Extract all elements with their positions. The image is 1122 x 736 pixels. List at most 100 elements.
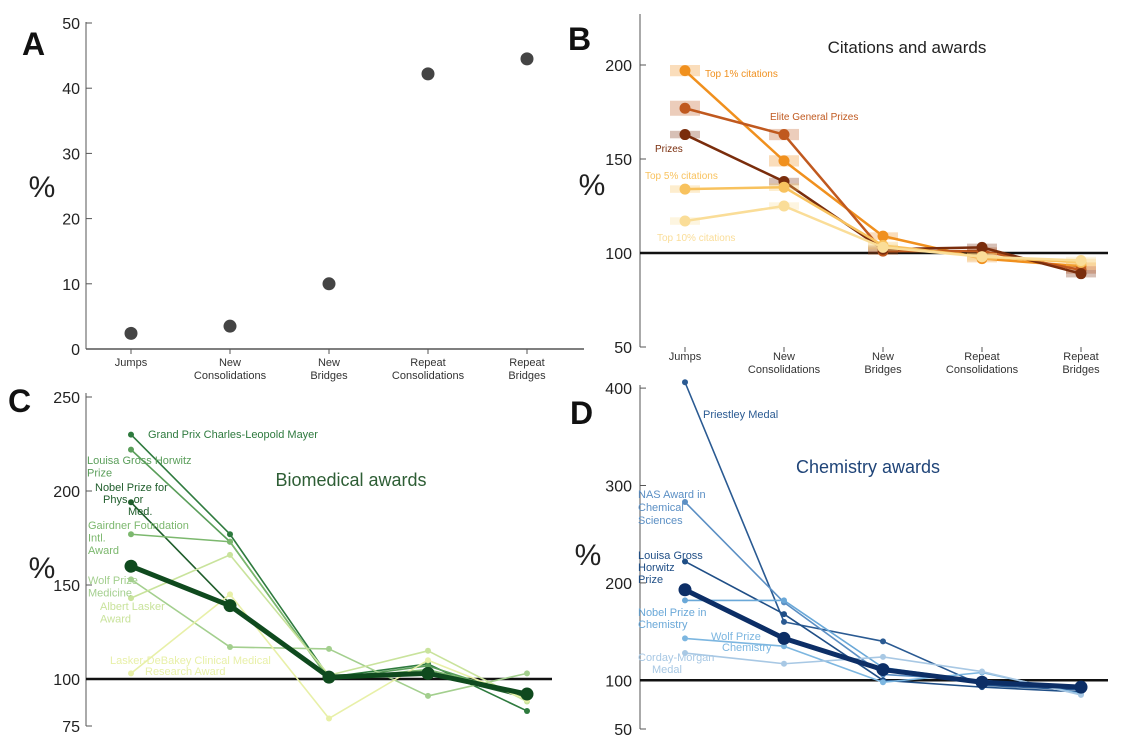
point-prizes-4 (1075, 268, 1087, 280)
y-tick-label-20: 20 (62, 212, 80, 229)
y-axis-label: % (579, 169, 606, 202)
series-label-nobel-prize-for-phys-or-med: Nobel Prize for Phys. or Med. (95, 482, 168, 518)
point-wolf-prize-chemistry-2 (880, 679, 886, 686)
x-tick-label-line: Repeat (1063, 351, 1098, 363)
point-jumps (124, 326, 138, 340)
panel-letter-d: D (570, 395, 593, 431)
y-tick-label-200: 200 (53, 484, 80, 501)
panel-letter-b: B (568, 21, 591, 57)
point-albert-lasker-award-0 (128, 595, 134, 602)
point-average-1 (777, 631, 791, 645)
point-wolf-prize-medicine-4 (524, 670, 530, 677)
label-line: Grand Prix Charles-Leopold Mayer (148, 429, 318, 441)
x-tick-label-line: New (219, 357, 241, 369)
point-grand-prix-charles-leopold-mayer-4 (524, 707, 530, 714)
point-average-2 (876, 663, 890, 677)
chart-title: Chemistry awards (796, 457, 940, 477)
x-tick-label-line: Bridges (1062, 364, 1100, 376)
point-top-10-citations-3 (976, 251, 988, 263)
label-line: Med. (128, 506, 152, 518)
x-tick-label-repeat-bridges: Repeat Bridges (1062, 351, 1100, 376)
series-label-top-10-citations: Top 10% citations (657, 233, 735, 244)
point-average-0 (124, 559, 138, 573)
x-tick-label-line: Consolidations (392, 370, 465, 382)
label-line: Chemistry (722, 642, 772, 654)
y-tick-label-100: 100 (605, 246, 632, 263)
point-wolf-prize-medicine-2 (326, 645, 332, 652)
point-top-5-citations-1 (778, 181, 790, 193)
x-tick-label-line: New (318, 357, 340, 369)
label-line: Medal (652, 664, 682, 676)
y-tick-label-150: 150 (605, 152, 632, 169)
panel-letter-c: C (8, 383, 31, 419)
point-top-10-citations-0 (679, 215, 691, 227)
point-nobel-prize-in-chemistry-1 (781, 597, 787, 604)
panel-letter-a: A (22, 26, 45, 62)
point-top-10-citations-2 (877, 241, 889, 253)
x-tick-label-repeat-bridges: Repeat Bridges (508, 357, 546, 382)
y-tick-label-150: 150 (53, 578, 80, 595)
label-line: Top 10% citations (657, 233, 735, 244)
series-label-top-1-citations: Top 1% citations (705, 69, 778, 80)
y-tick-label-75: 75 (62, 719, 80, 736)
label-line: Nobel Prize for (95, 482, 168, 494)
series-label-grand-prix-charles-leopold-mayer: Grand Prix Charles-Leopold Mayer (148, 429, 318, 441)
series-label-louisa-gross-horwitz-prize: Louisa Gross Horwitz Prize (638, 550, 703, 586)
x-tick-label-line: New (872, 351, 894, 363)
y-tick-label-30: 30 (62, 146, 80, 163)
label-line: Top 1% citations (705, 69, 778, 80)
series-label-top-5-citations: Top 5% citations (645, 171, 718, 182)
point-top-5-citations-0 (679, 183, 691, 195)
label-line: Award (88, 545, 119, 557)
series-label-lasker-debakey-clinical-medical-research-award: Lasker-DeBakey Clinical Medical Research … (110, 655, 271, 678)
y-tick-label-40: 40 (62, 81, 80, 98)
x-tick-label-line: Bridges (508, 370, 546, 382)
point-corday-morgan-medal-1 (781, 660, 787, 667)
x-tick-label-line: New (773, 351, 795, 363)
chart-title: Citations and awards (828, 38, 987, 57)
label-line: Sciences (638, 515, 683, 527)
panel-b: 50 100 150 200 B% Citations and awards Jumps Ne… (568, 14, 1108, 376)
point-lasker-debakey-clinical-medical-research-award-1 (227, 591, 233, 598)
point-wolf-prize-medicine-3 (425, 692, 431, 699)
label-line: Nobel Prize in (638, 607, 706, 619)
label-line: Prize (638, 574, 663, 586)
y-tick-label-0: 0 (71, 342, 80, 359)
point-top-1-citations-2 (877, 230, 889, 242)
label-line: Wolf Prize (711, 631, 761, 643)
panel-d: 50 100 200 300 400 D% Chemistry awards Priestle… (570, 379, 1108, 736)
point-albert-lasker-award-3 (425, 647, 431, 654)
x-tick-label-repeat-consolidations: Repeat Consolidations (946, 351, 1019, 376)
x-tick-label-line: Repeat (410, 357, 445, 369)
label-line: NAS Award in (638, 489, 706, 501)
x-tick-label-jumps: Jumps (669, 351, 702, 363)
label-line: Phys. or (103, 494, 144, 506)
series-label-corday-morgan-medal: Corday-Morgan Medal (638, 652, 714, 676)
point-nas-award-in-chemical-sciences-0 (682, 499, 688, 506)
point-corday-morgan-medal-2 (880, 653, 886, 660)
label-line: Horwitz (638, 562, 675, 574)
y-tick-label-50: 50 (62, 16, 80, 33)
y-tick-label-200: 200 (605, 58, 632, 75)
label-line: Intl. (88, 533, 106, 545)
panel-c: 75 100 150 200 250 C% Biomedical awards Grand P… (8, 383, 552, 736)
x-tick-label-line: Repeat (964, 351, 999, 363)
series-label-elite-general-prizes: Elite General Prizes (770, 112, 858, 123)
label-line: Prize (87, 468, 112, 480)
y-tick-label-400: 400 (605, 381, 632, 398)
y-axis-label: % (575, 539, 602, 572)
point-corday-morgan-medal-0 (682, 650, 688, 657)
label-line: Elite General Prizes (770, 112, 858, 123)
point-nobel-prize-for-phys-or-med-0 (128, 499, 134, 506)
point-new-consolidations (223, 319, 237, 333)
label-line: Wolf Prize (88, 575, 138, 587)
point-priestley-medal-1 (781, 618, 787, 625)
x-tick-label-jumps: Jumps (115, 357, 148, 369)
label-line: Priestley Medal (703, 409, 778, 421)
x-tick-label-line: Consolidations (946, 364, 1019, 376)
y-axis-label: % (29, 552, 56, 585)
label-line: Louisa Gross Horwitz (87, 455, 192, 467)
x-tick-label-repeat-consolidations: Repeat Consolidations (392, 357, 465, 382)
